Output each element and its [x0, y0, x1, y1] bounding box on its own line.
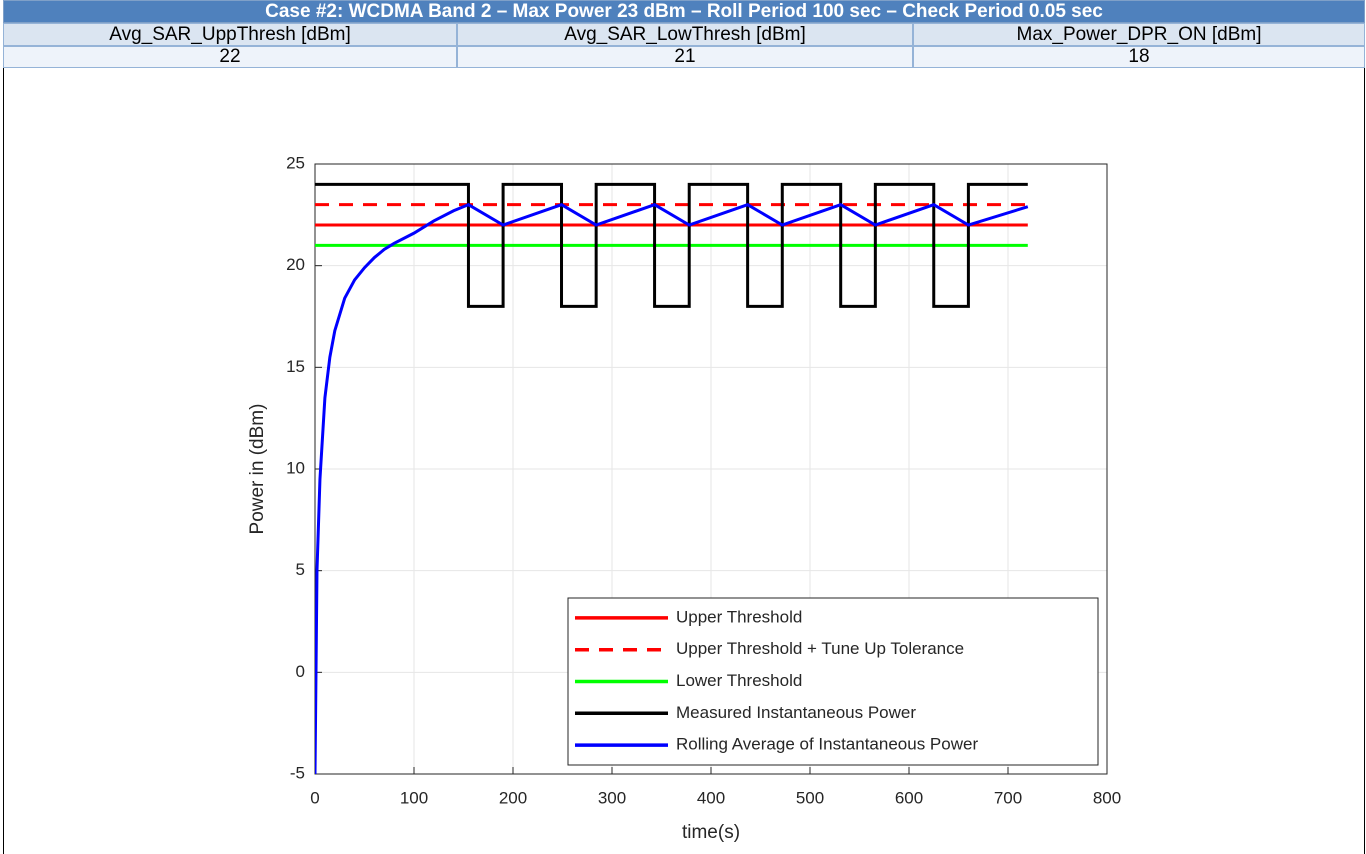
x-tick-label: 0	[310, 788, 319, 807]
y-tick-label: 0	[296, 662, 305, 681]
x-tick-label: 500	[796, 788, 824, 807]
x-tick-label: 100	[400, 788, 428, 807]
table-title: Case #2: WCDMA Band 2 – Max Power 23 dBm…	[3, 0, 1365, 23]
legend-label: Upper Threshold	[676, 607, 802, 626]
column-header: Avg_SAR_UppThresh [dBm]	[3, 23, 457, 46]
chart-frame	[3, 68, 1365, 854]
y-tick-label: 15	[286, 357, 305, 376]
table-cell: 21	[457, 46, 913, 68]
y-tick-label: 20	[286, 255, 305, 274]
x-tick-label: 700	[994, 788, 1022, 807]
legend-label: Rolling Average of Instantaneous Power	[676, 735, 978, 754]
x-tick-label: 600	[895, 788, 923, 807]
data-line	[315, 202, 1029, 775]
y-tick-label: 5	[296, 560, 305, 579]
table-cell: 18	[913, 46, 1365, 68]
y-tick-label: 25	[286, 153, 305, 172]
x-tick-label: 300	[598, 788, 626, 807]
y-tick-label: 10	[286, 458, 305, 477]
x-axis-label: time(s)	[682, 822, 740, 843]
legend-label: Upper Threshold + Tune Up Tolerance	[676, 639, 964, 658]
legend-label: Lower Threshold	[676, 671, 802, 690]
x-tick-label: 800	[1093, 788, 1121, 807]
x-tick-label: 400	[697, 788, 725, 807]
y-tick-label: -5	[290, 763, 305, 782]
y-axis-label: Power in (dBm)	[247, 404, 268, 535]
plot-border	[314, 163, 1108, 775]
x-tick-label: 200	[499, 788, 527, 807]
column-header: Avg_SAR_LowThresh [dBm]	[457, 23, 913, 46]
table-cell: 22	[3, 46, 457, 68]
column-header: Max_Power_DPR_ON [dBm]	[913, 23, 1365, 46]
data-line	[315, 182, 1028, 308]
legend-label: Measured Instantaneous Power	[676, 703, 916, 722]
